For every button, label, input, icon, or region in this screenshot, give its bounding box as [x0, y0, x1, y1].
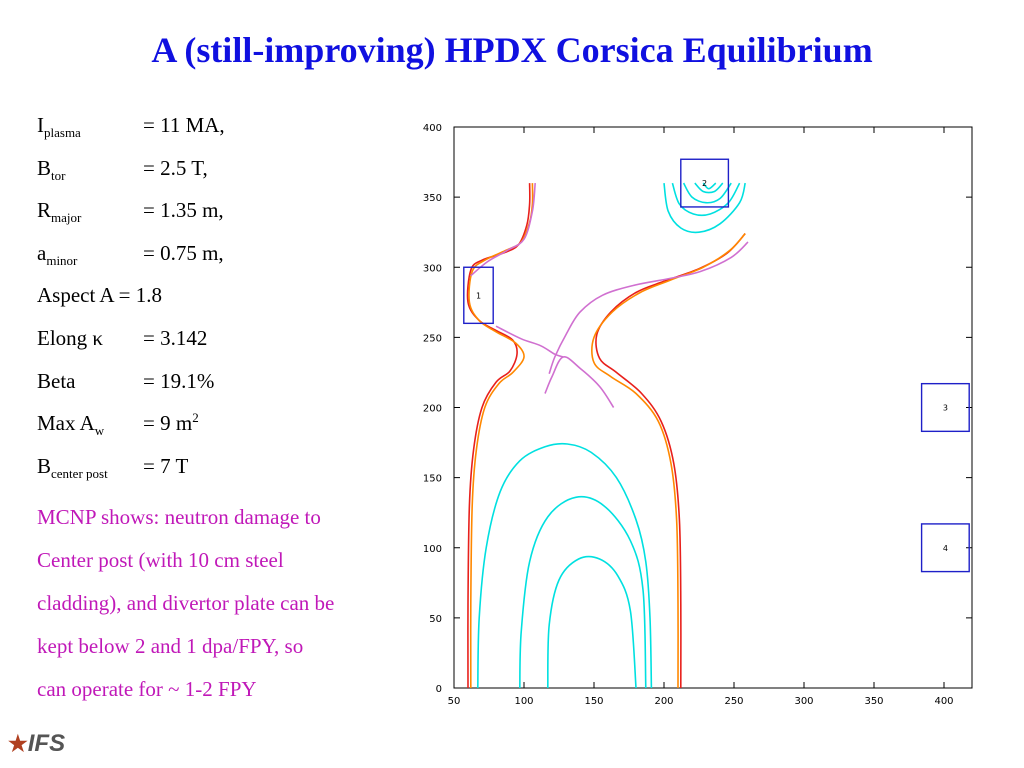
param-a-minor: aminor = 0.75 m, [37, 238, 407, 281]
flux-contour-violet [470, 183, 536, 277]
note-line: MCNP shows: neutron damage to [37, 505, 321, 529]
flux-contour-orange [591, 233, 746, 689]
param-value: = 19.1% [143, 368, 215, 393]
param-subscript: major [51, 210, 82, 226]
param-label: Max A [37, 411, 95, 436]
x-tick-label: 150 [584, 696, 603, 707]
note-line: kept below 2 and 1 dpa/FPY, so [37, 634, 304, 658]
param-value: = 9 m [143, 411, 193, 436]
param-subscript: center post [51, 465, 108, 481]
param-b-tor: Btor = 2.5 T, [37, 153, 407, 196]
param-label: Elong κ [37, 325, 103, 350]
flux-contour-violet [495, 325, 564, 358]
x-tick-label: 250 [724, 696, 743, 707]
flux-contour-cyan [694, 182, 724, 194]
coil-box [463, 266, 494, 325]
flux-contour-cyan [477, 442, 653, 689]
x-tick-label: 100 [514, 696, 533, 707]
param-label: Beta [37, 368, 76, 393]
param-value: = 11 MA, [143, 113, 225, 137]
param-label: I [37, 113, 44, 137]
y-tick-label: 300 [423, 263, 442, 274]
flux-contour-red [466, 183, 531, 689]
param-b-center-post: Bcenter post = 7 T [37, 451, 407, 494]
param-label: B [37, 453, 52, 478]
param-value: = 1.35 m, [143, 198, 224, 223]
equilibrium-plot: 50 100 150 200 250 300 350 400 0 50 100 150 200 250 30… [423, 123, 973, 707]
param-label: B [37, 155, 52, 180]
param-aspect: Aspect A = 1.8 [37, 280, 407, 323]
y-tick-label: 200 [423, 404, 442, 415]
coil-box [680, 158, 730, 208]
note-line: cladding), and divertor plate can be [37, 591, 335, 615]
note-line: can operate for ~ 1-2 FPY [37, 677, 257, 701]
flux-contour-cyan [671, 182, 741, 217]
y-tick-label: 50 [429, 614, 442, 625]
param-value: = 3.142 [143, 325, 208, 350]
y-tick-label: 250 [423, 333, 442, 344]
param-i-plasma: Iplasma = 11 MA, [37, 110, 407, 153]
y-tick-label: 0 [436, 684, 442, 695]
logo-text: IFS [27, 730, 66, 757]
x-tick-label: 50 [448, 696, 461, 707]
param-superscript: 2 [192, 410, 199, 426]
y-tick-label: 400 [423, 123, 442, 134]
param-subscript: w [94, 423, 105, 439]
coil-label: 4 [943, 544, 948, 553]
flux-contour-cyan [547, 555, 637, 689]
note-line: Center post (with 10 cm steel [37, 548, 284, 572]
flux-contour-violet [548, 241, 749, 375]
x-tick-label: 300 [794, 696, 813, 707]
flux-contour-cyan [663, 182, 746, 234]
ifs-logo: ★IFS [8, 730, 65, 758]
x-tick-label: 400 [934, 696, 953, 707]
x-tick-label: 350 [864, 696, 883, 707]
parameter-list: Iplasma = 11 MA, Btor = 2.5 T, Rmajor = … [37, 110, 407, 493]
mcnp-note: MCNP shows: neutron damage to Center pos… [37, 496, 407, 711]
coil-label: 3 [943, 404, 948, 413]
param-subscript: tor [51, 167, 66, 183]
flux-contour-cyan [702, 182, 717, 190]
param-beta: Beta = 19.1% [37, 366, 407, 409]
coil-label: 2 [702, 179, 707, 188]
coil-box [920, 523, 970, 573]
flux-contour-violet [544, 356, 615, 408]
coil-box [920, 382, 970, 433]
param-label: R [37, 198, 52, 223]
param-max-aw: Max Aw = 9 m2 [37, 408, 407, 451]
param-value: = 7 T [143, 453, 189, 478]
x-tick-label: 200 [654, 696, 673, 707]
flux-contour-cyan [682, 182, 732, 204]
param-subscript: minor [46, 252, 78, 268]
slide-title: A (still-improving) HPDX Corsica Equilib… [151, 30, 873, 70]
param-label: a [37, 240, 47, 265]
param-elong: Elong κ = 3.142 [37, 323, 407, 366]
param-subscript: plasma [44, 125, 81, 140]
param-r-major: Rmajor = 1.35 m, [37, 195, 407, 238]
param-value: = 2.5 T, [143, 155, 208, 180]
star-icon: ★ [8, 731, 28, 756]
y-tick-label: 150 [423, 474, 442, 485]
flux-contour-cyan [519, 495, 647, 689]
param-label: Aspect A = 1.8 [37, 283, 163, 308]
coil-label: 1 [476, 291, 481, 300]
param-value: = 0.75 m, [143, 240, 224, 265]
y-tick-label: 100 [423, 544, 442, 555]
y-tick-label: 350 [423, 193, 442, 204]
